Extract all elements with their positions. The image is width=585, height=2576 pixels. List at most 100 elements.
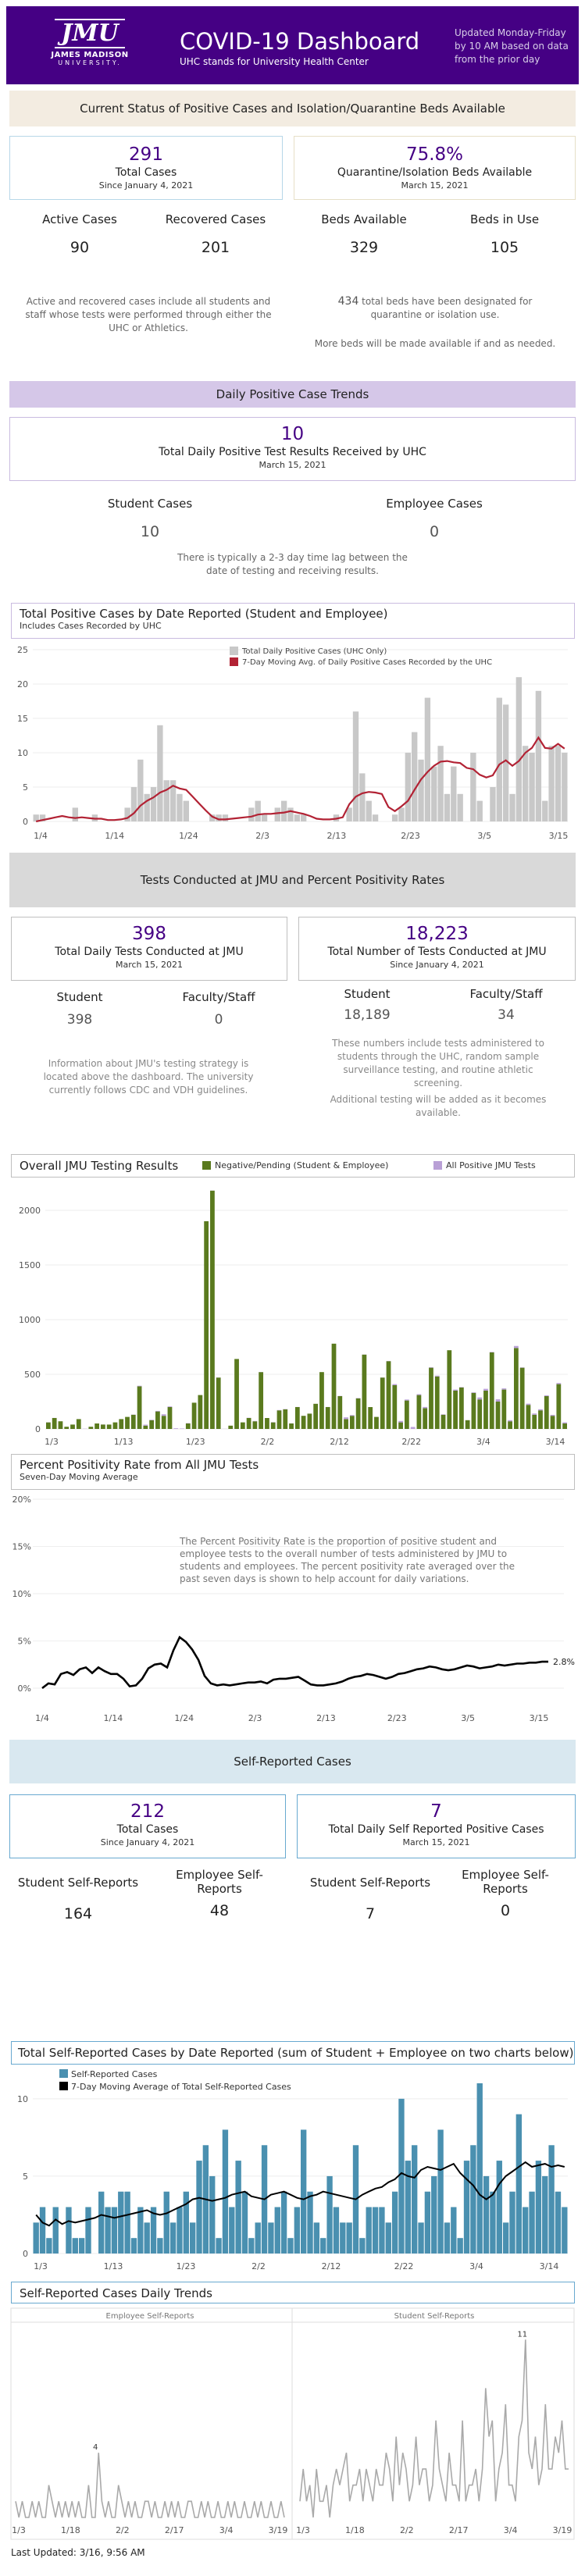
chart2-negative-bar xyxy=(210,1190,215,1429)
self-daily-card: 7 Total Daily Self Reported Positive Cas… xyxy=(297,1794,576,1858)
chart4-legend-line-label: 7-Day Moving Average of Total Self-Repor… xyxy=(71,2082,291,2092)
chart5-employee-xtick: 2/17 xyxy=(165,2525,184,2535)
daily-positive-card: 10 Total Daily Positive Test Results Rec… xyxy=(9,417,576,481)
chart2-negative-bar xyxy=(416,1395,422,1429)
chart5-employee-xtick: 3/19 xyxy=(269,2525,288,2535)
chart4-bar xyxy=(287,2238,294,2254)
chart2-negative-bar xyxy=(283,1409,288,1429)
chart4-bar xyxy=(463,2161,470,2254)
chart4-bar xyxy=(412,2145,418,2254)
employee-cases-label: Employee Cases xyxy=(386,497,483,511)
self-daily-date: March 15, 2021 xyxy=(402,1837,470,1847)
tests-student-label-left: Student xyxy=(56,990,103,1004)
chart3-xtick: 2/13 xyxy=(316,1713,336,1723)
chart4-bar xyxy=(529,2191,535,2254)
legend-positive-label: All Positive JMU Tests xyxy=(446,1160,536,1170)
chart2-ytick: 1500 xyxy=(19,1260,41,1270)
chart2-positive-bar xyxy=(416,1394,422,1395)
chart2-negative-bar xyxy=(331,1343,337,1429)
chart1-xtick: 2/3 xyxy=(255,831,269,841)
chart5-student-line xyxy=(299,2339,569,2518)
chart4-bar xyxy=(274,2207,280,2254)
chart4-bar xyxy=(542,2175,548,2254)
chart3-ytick: 10% xyxy=(12,1589,31,1599)
self-daily-label: Total Daily Self Reported Positive Cases xyxy=(328,1823,544,1836)
chart1-bar xyxy=(476,800,483,821)
chart5-student-xtick: 1/3 xyxy=(296,2525,310,2535)
chart4-bar xyxy=(209,2175,216,2254)
chart4-bar xyxy=(255,2222,261,2254)
chart2-negative-bar xyxy=(276,1410,282,1429)
beds-pct-date: March 15, 2021 xyxy=(401,180,469,191)
chart1-xtick: 2/23 xyxy=(401,831,420,841)
chart4-bar xyxy=(98,2191,105,2254)
self-reported-chart: 0 5 10 1/3 1/13 1/23 2/2 2/12 2/22 3/4 3/14 xyxy=(17,2083,568,2271)
chart2-positive-bar xyxy=(471,1392,476,1393)
chart2-positive-bar xyxy=(173,1428,179,1429)
chart4-bar xyxy=(320,2238,326,2254)
chart1-bar xyxy=(33,814,39,821)
chart5-student-peak-label: 11 xyxy=(517,2330,527,2339)
chart1-bar xyxy=(72,807,78,821)
chart5-employee-xtick: 1/3 xyxy=(12,2525,26,2535)
chart1-bar xyxy=(509,793,515,821)
self-employee-label-left: Employee Self-Reports xyxy=(176,1868,263,1896)
self-daily-value: 7 xyxy=(430,1801,442,1822)
chart2-negative-bar xyxy=(119,1419,124,1429)
chart2-positive-bar xyxy=(143,1424,148,1426)
chart5-student-xtick: 3/19 xyxy=(553,2525,573,2535)
chart1-bar xyxy=(216,814,222,821)
chart2-xtick: 3/4 xyxy=(476,1437,490,1447)
daily-tests-card: 398 Total Daily Tests Conducted at JMU M… xyxy=(11,917,287,981)
beds-in-use-value: 105 xyxy=(490,239,519,256)
logo-jmu-text: JMU xyxy=(55,19,125,48)
chart2-positive-bar xyxy=(556,1383,562,1384)
chart2-negative-bar xyxy=(349,1416,355,1429)
chart4-bar xyxy=(105,2207,111,2254)
chart2-negative-bar xyxy=(429,1367,433,1429)
chart2-negative-bar xyxy=(398,1422,403,1429)
chart2-negative-bar xyxy=(76,1419,81,1429)
chart2-negative-bar xyxy=(447,1350,452,1429)
chart2-negative-bar xyxy=(344,1419,348,1429)
chart2-positive-bar xyxy=(508,1420,512,1422)
chart1-bar xyxy=(424,697,431,821)
chart4-bar xyxy=(183,2191,189,2254)
status-banner-title: Current Status of Positive Cases and Iso… xyxy=(80,102,505,116)
chart4-bar xyxy=(229,2207,235,2254)
chart2-negative-bar xyxy=(216,1377,221,1429)
chart4-bar xyxy=(548,2145,555,2254)
chart4-xtick: 2/2 xyxy=(251,2261,266,2271)
chart2-positive-bar xyxy=(477,1397,483,1400)
chart4-legend-bar-swatch xyxy=(59,2069,68,2078)
total-cases-card: 291 Total Cases Since January 4, 2021 xyxy=(9,136,283,200)
chart4-legend: Self-Reported Cases 7-Day Moving Average… xyxy=(59,2069,291,2094)
chart1-bar xyxy=(398,807,405,821)
chart3-subtitle: Seven-Day Moving Average xyxy=(20,1472,138,1482)
chart4-bar xyxy=(313,2222,320,2254)
chart1-bar xyxy=(177,793,183,821)
last-updated: Last Updated: 3/16, 9:56 AM xyxy=(11,2547,145,2558)
chart4-bar xyxy=(490,2191,496,2254)
chart2-positive-bar xyxy=(349,1415,355,1416)
chart3-xtick: 1/4 xyxy=(35,1713,49,1723)
chart2-positive-bar xyxy=(441,1414,446,1415)
chart1-xtick: 1/24 xyxy=(179,831,198,841)
chart2-positive-bar xyxy=(483,1388,488,1391)
positivity-note: The Percent Positivity Rate is the propo… xyxy=(180,1536,515,1584)
chart2-negative-bar xyxy=(453,1391,458,1429)
chart2-title-box: Overall JMU Testing Results Negative/Pen… xyxy=(11,1154,575,1178)
chart2-ytick: 1000 xyxy=(19,1315,41,1325)
tests-student-value-left: 398 xyxy=(66,1012,93,1028)
chart2-negative-bar xyxy=(70,1424,75,1429)
chart1-ytick: 25 xyxy=(17,645,28,655)
chart2-negative-bar xyxy=(259,1372,264,1429)
chart3-positivity-line xyxy=(41,1635,548,1690)
chart2-negative-bar xyxy=(392,1385,398,1429)
chart4-bar xyxy=(457,2238,463,2254)
tests-note-right-2: Additional testing will be added as it b… xyxy=(330,1094,547,1118)
chart1-title: Total Positive Cases by Date Reported (S… xyxy=(20,607,388,621)
chart2-positive-bar xyxy=(137,1385,142,1387)
chart1-bar xyxy=(294,814,300,821)
chart1-bar xyxy=(523,746,529,821)
